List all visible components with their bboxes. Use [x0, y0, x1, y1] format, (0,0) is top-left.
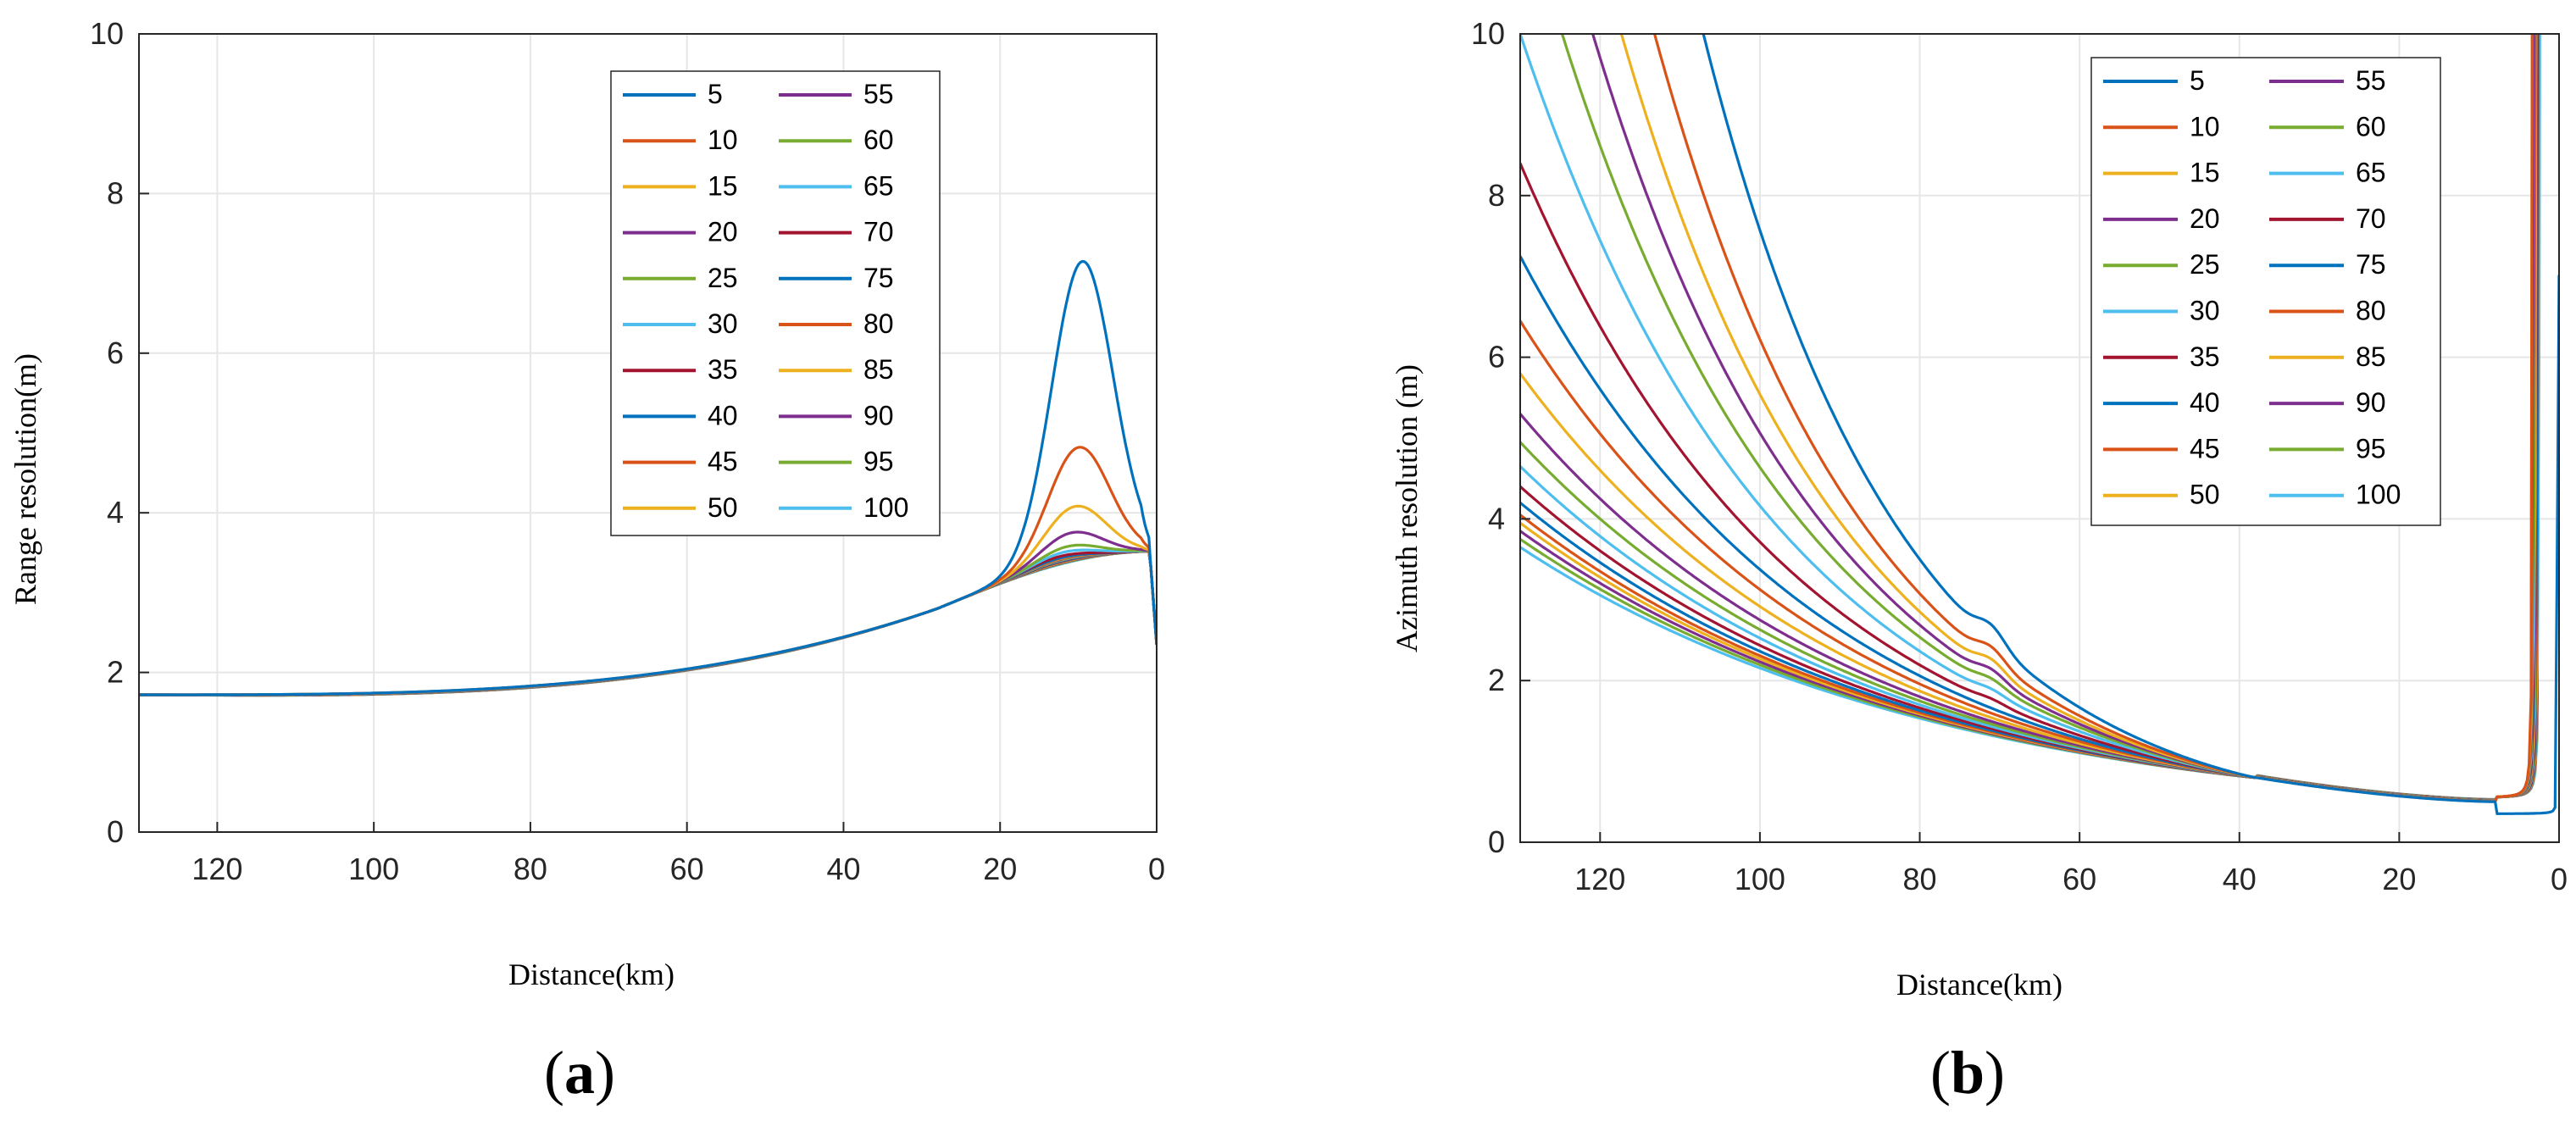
legend-box	[610, 70, 941, 536]
legend-label: 25	[708, 263, 738, 293]
chart-range-resolution: 120 100 80 60 40 20 0 0 2 4 6 8 10 5 10 15 20 25 30 35 40 45…	[8, 16, 1165, 991]
x-tick-label: 0	[1148, 852, 1165, 886]
panel-b-close: )	[1985, 1039, 2005, 1107]
legend-label: 30	[2190, 296, 2220, 326]
legend-label: 60	[863, 125, 894, 155]
legend-label: 15	[2190, 158, 2220, 188]
panel-b-open: (	[1930, 1039, 1951, 1107]
panel-b-letter: b	[1951, 1039, 1985, 1107]
legend-label: 20	[2190, 203, 2220, 234]
y-tick-label: 0	[1488, 824, 1505, 859]
series-line-5	[1702, 34, 2559, 815]
x-tick-label: 100	[348, 852, 399, 886]
legend-label: 75	[2356, 249, 2386, 280]
panel-label-a: (a)	[544, 1039, 615, 1107]
legend-label: 25	[2190, 249, 2220, 280]
y-tick-label: 10	[90, 16, 124, 51]
x-axis-label-a: Distance(km)	[508, 957, 675, 991]
y-tick-label: 0	[107, 814, 124, 849]
legend-label: 35	[2190, 341, 2220, 372]
legend-label: 40	[708, 400, 738, 430]
axes-box-b	[1519, 33, 2560, 843]
legend-label: 80	[2356, 296, 2386, 326]
legend-label: 20	[708, 217, 738, 247]
legend-a: 5 10 15 20 25 30 35 40 45 50 55 60 65 70 75 80 85 90 95 100	[610, 70, 941, 536]
x-tick-label: 20	[2382, 862, 2416, 896]
legend-label: 55	[2356, 65, 2386, 96]
legend-label: 70	[2356, 203, 2386, 234]
x-tick-label: 20	[983, 852, 1017, 886]
legend-label: 100	[2356, 480, 2401, 510]
y-tick-label: 4	[107, 495, 124, 530]
panel-a-close: )	[595, 1039, 615, 1107]
legend-label: 75	[863, 263, 894, 293]
chart-azimuth-resolution: 120 100 80 60 40 20 0 0 2 4 6 8 10 5 10 15 20 25 30 35 40 45…	[1390, 16, 2568, 1002]
svg-text:(a): (a)	[544, 1039, 615, 1107]
legend-label: 90	[2356, 387, 2386, 418]
x-tick-label: 100	[1735, 862, 1785, 896]
svg-text:(b): (b)	[1930, 1039, 2005, 1107]
legend-label: 35	[708, 354, 738, 385]
legend-label: 80	[863, 308, 894, 339]
legend-label: 30	[708, 308, 738, 339]
y-axis-label-b: Azimuth resolution (m)	[1390, 364, 1424, 652]
legend-label: 40	[2190, 387, 2220, 418]
y-tick-label: 6	[1488, 340, 1505, 375]
y-tick-label: 4	[1488, 501, 1505, 536]
legend-label: 60	[2356, 111, 2386, 142]
legend-label: 50	[708, 492, 738, 523]
x-tick-label: 120	[1574, 862, 1625, 896]
legend-label: 65	[2356, 158, 2386, 188]
legend-label: 15	[708, 170, 738, 201]
legend-label: 55	[863, 79, 894, 109]
x-tick-label: 0	[2551, 862, 2568, 896]
y-tick-label: 2	[107, 655, 124, 690]
panel-a-letter: a	[564, 1039, 595, 1107]
legend-label: 10	[2190, 111, 2220, 142]
y-tick-label: 2	[1488, 663, 1505, 697]
series-line-5	[139, 259, 1157, 696]
y-tick-label: 10	[1471, 16, 1505, 51]
legend-label: 45	[708, 447, 738, 477]
y-tick-label: 8	[107, 175, 124, 210]
legend-label: 85	[863, 354, 894, 385]
legend-label: 10	[708, 125, 738, 155]
y-tick-label: 6	[107, 336, 124, 370]
legend-label: 95	[863, 447, 894, 477]
legend-label: 50	[2190, 480, 2220, 510]
curves-b	[1520, 34, 2559, 815]
x-tick-label: 80	[514, 852, 547, 886]
x-tick-label: 60	[670, 852, 704, 886]
ticks-b: 120 100 80 60 40 20 0 0 2 4 6 8 10	[1471, 16, 2568, 896]
legend-label: 95	[2356, 433, 2386, 463]
axes-box-a	[138, 33, 1158, 833]
y-axis-label-a: Range resolution(m)	[8, 353, 42, 605]
legend-label: 5	[2190, 65, 2205, 96]
legend-label: 85	[2356, 341, 2386, 372]
x-axis-label-b: Distance(km)	[1896, 968, 2062, 1002]
legend-label: 45	[2190, 433, 2220, 463]
x-tick-label: 60	[2062, 862, 2096, 896]
legend-label: 65	[863, 170, 894, 201]
panel-label-b: (b)	[1930, 1039, 2005, 1107]
legend-b: 5 10 15 20 25 30 35 40 45 50 55 60 65 70 75 80 85 90 95 100	[2090, 57, 2441, 526]
x-tick-label: 40	[826, 852, 860, 886]
legend-label: 70	[863, 217, 894, 247]
legend-label: 100	[863, 492, 908, 523]
ticks-a: 120 100 80 60 40 20 0 0 2 4 6 8 10	[90, 16, 1165, 886]
x-tick-label: 80	[1903, 862, 1937, 896]
legend-label: 5	[708, 79, 723, 109]
x-tick-label: 40	[2223, 862, 2257, 896]
legend-label: 90	[863, 400, 894, 430]
legend-box	[2090, 57, 2441, 526]
x-tick-label: 120	[192, 852, 242, 886]
curves-a	[139, 259, 1157, 697]
y-tick-label: 8	[1488, 178, 1505, 213]
panel-a-open: (	[544, 1039, 564, 1107]
